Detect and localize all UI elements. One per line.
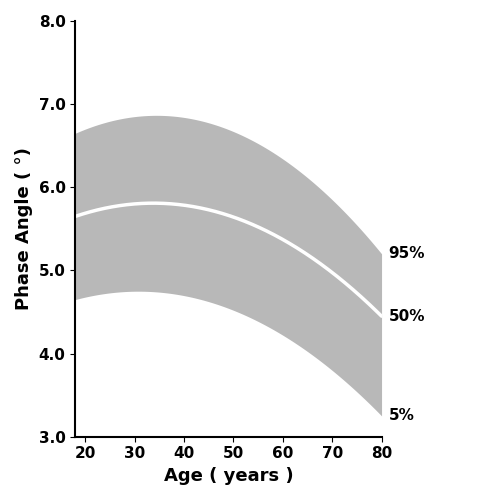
Y-axis label: Phase Angle ( °): Phase Angle ( °) [15,148,33,310]
Text: 95%: 95% [388,246,425,262]
Text: 5%: 5% [388,408,414,424]
Text: 50%: 50% [388,308,425,324]
X-axis label: Age ( years ): Age ( years ) [164,467,293,485]
